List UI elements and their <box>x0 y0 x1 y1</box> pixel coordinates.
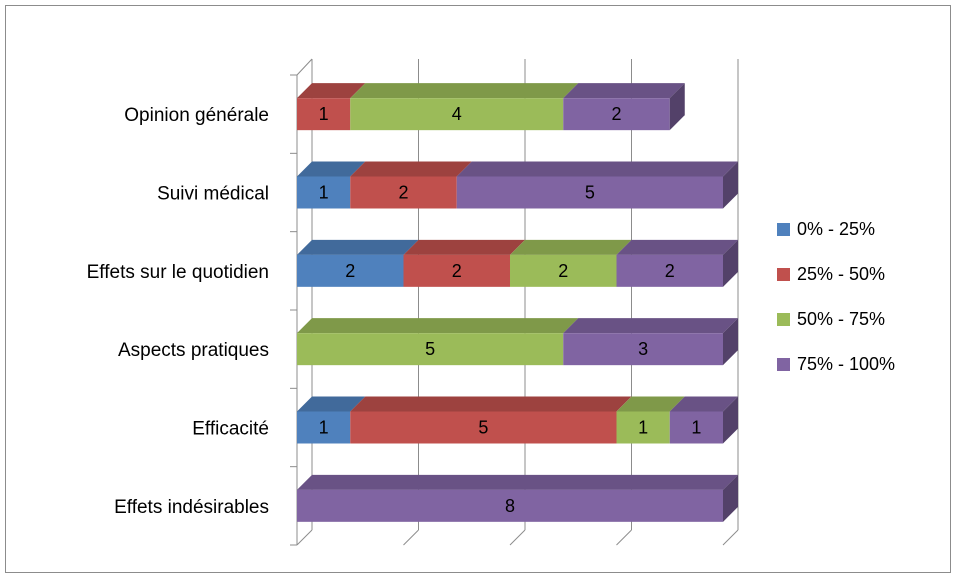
data-label: 1 <box>691 418 701 438</box>
data-label: 1 <box>638 418 648 438</box>
bar-top-face <box>616 396 685 412</box>
data-label: 4 <box>452 104 462 124</box>
bar-segment <box>297 333 564 366</box>
legend-label: 25% - 50% <box>797 264 885 284</box>
legend-label: 50% - 75% <box>797 309 885 329</box>
bar-segment <box>297 98 351 131</box>
bar-end-face <box>723 474 738 522</box>
chart-plot: 1 4 2 1 2 5 2 2 2 2 5 3 1 5 1 1 8 Opinion générale Suivi … <box>87 58 895 546</box>
bar-top-face <box>350 396 632 412</box>
data-label: 1 <box>319 183 329 203</box>
bar-segment <box>563 333 723 366</box>
bar-top-face <box>297 318 579 334</box>
bar-segment <box>297 411 351 444</box>
legend-label: 0% - 25% <box>797 219 875 239</box>
bar-segment <box>350 176 457 209</box>
bar-segment <box>616 254 723 287</box>
data-label: 8 <box>505 496 515 516</box>
bar-top-face <box>350 161 472 177</box>
category-label: Aspects pratiques <box>118 340 269 361</box>
legend-swatch <box>777 223 790 236</box>
bar-segment <box>616 411 670 444</box>
data-label: 2 <box>611 104 621 124</box>
bar-top-face <box>297 161 366 177</box>
gridline-floor <box>616 529 632 546</box>
chart-frame: 1 4 2 1 2 5 2 2 2 2 5 3 1 5 1 1 8 Opinion générale Suivi … <box>5 5 951 573</box>
bar-segment <box>563 98 670 131</box>
bar-end-face <box>723 239 738 287</box>
bar-segment <box>669 411 723 444</box>
bar-segment <box>297 489 723 522</box>
data-label: 1 <box>319 418 329 438</box>
data-label: 5 <box>478 418 488 438</box>
data-label: 2 <box>398 183 408 203</box>
legend-label: 75% - 100% <box>797 354 895 374</box>
bar-end-face <box>723 318 738 366</box>
bar-segment <box>350 411 617 444</box>
bar-segment <box>297 254 404 287</box>
gridline-floor <box>722 529 739 546</box>
bar-end-face <box>723 396 738 444</box>
axis-top <box>296 58 313 76</box>
legend-swatch <box>777 313 790 326</box>
data-label: 5 <box>425 339 435 359</box>
data-label: 2 <box>345 261 355 281</box>
data-label: 5 <box>585 183 595 203</box>
bar-top-face <box>616 239 738 255</box>
category-label: Opinion générale <box>124 105 269 126</box>
bar-top-face <box>297 239 419 255</box>
category-label: Effets sur le quotidien <box>87 262 269 283</box>
bar-top-face <box>563 83 685 99</box>
category-label: Suivi médical <box>157 184 269 205</box>
data-label: 2 <box>665 261 675 281</box>
bar-top-face <box>297 396 366 412</box>
gridline-floor <box>403 529 419 546</box>
bar-segment <box>456 176 723 209</box>
bar-segment <box>350 98 564 131</box>
gridline-floor <box>509 529 526 546</box>
bar-top-face <box>350 83 579 99</box>
bar-top-face <box>297 474 738 490</box>
bar-top-face <box>669 396 738 412</box>
category-label: Efficacité <box>192 419 269 440</box>
bar-top-face <box>456 161 738 177</box>
legend-swatch <box>777 358 790 371</box>
gridline-floor <box>296 529 313 546</box>
data-label: 2 <box>558 261 568 281</box>
bar-top-face <box>403 239 525 255</box>
category-label: Effets indésirables <box>114 497 269 518</box>
legend-swatch <box>777 268 790 281</box>
bar-top-face <box>510 239 632 255</box>
data-label: 2 <box>452 261 462 281</box>
bar-top-face <box>563 318 738 334</box>
bar-segment <box>297 176 351 209</box>
bar-segment <box>403 254 510 287</box>
bar-end-face <box>669 83 685 131</box>
data-label: 3 <box>638 339 648 359</box>
bar-top-face <box>297 83 366 99</box>
data-label: 1 <box>319 104 329 124</box>
bar-end-face <box>723 161 738 209</box>
bar-segment <box>510 254 617 287</box>
